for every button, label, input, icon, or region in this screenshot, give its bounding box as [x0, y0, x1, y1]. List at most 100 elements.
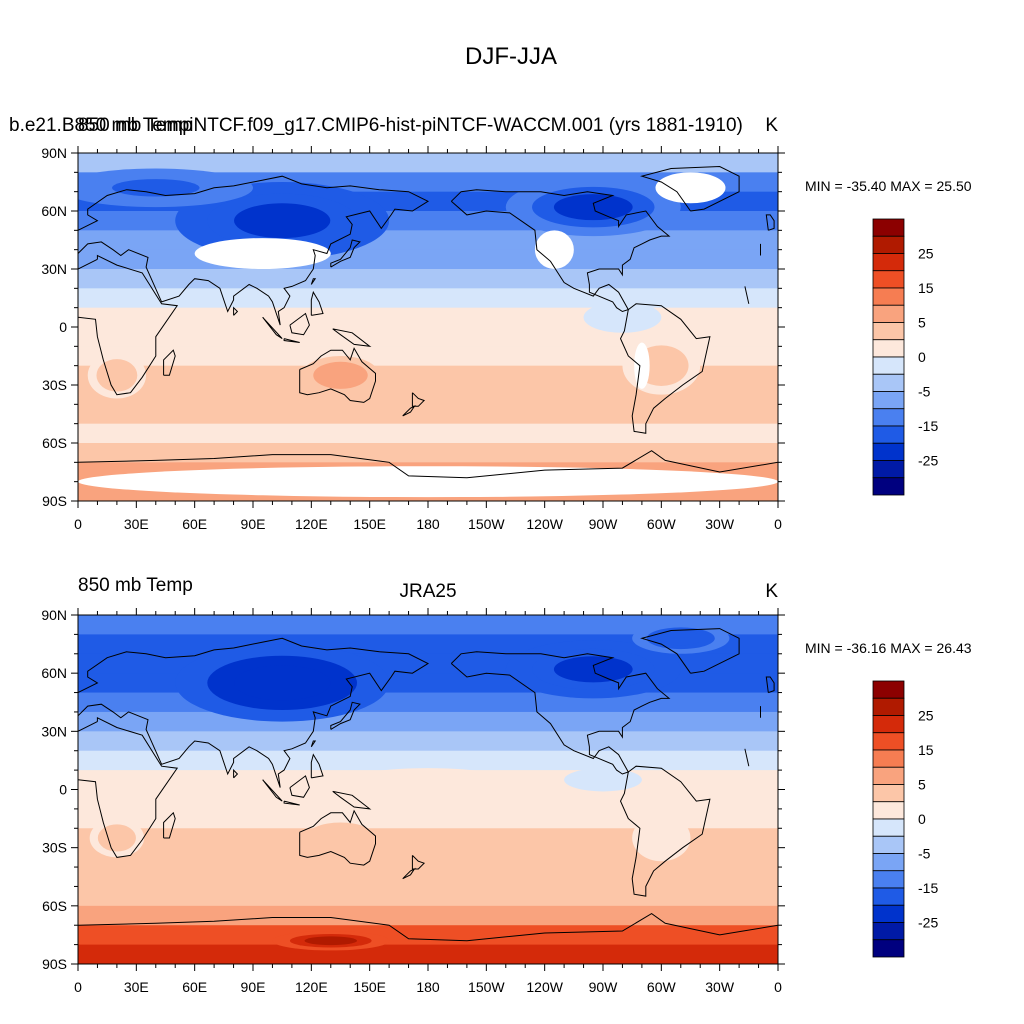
- coastline: [330, 701, 361, 730]
- coastline: [78, 450, 778, 479]
- x-tick-label: 60E: [182, 516, 207, 532]
- x-tick-label: 120E: [295, 979, 328, 995]
- x-tick-label: 150W: [468, 516, 505, 532]
- field-band: [78, 905, 778, 926]
- panel-model-left-title-overlap: 850 mb Temp: [78, 115, 193, 136]
- map-panel-1: 0 30E 60E 90E 120E 150E 180 150W 120W 90W 60W 30W 09…: [41, 607, 938, 995]
- colorbar-box: [872, 235, 905, 254]
- x-tick-label: 30E: [124, 979, 149, 995]
- field-contour: [553, 656, 633, 683]
- x-tick-label: 60W: [647, 979, 677, 995]
- colorbar-box: [872, 356, 905, 375]
- panel-model-left-title: b.e21.B850 mb TempiNTCF.f09_g17.CMIP6-hi…: [9, 115, 743, 136]
- colorbar-box: [872, 218, 905, 237]
- field-band: [78, 385, 778, 405]
- missing-data-region: [194, 238, 331, 269]
- colorbar-box: [872, 304, 905, 323]
- panel-reanalysis-right-title: K: [765, 581, 778, 602]
- coastline: [450, 651, 671, 775]
- y-tick-label: 60N: [41, 203, 67, 219]
- panel-reanalysis-left-title: 850 mb Temp: [78, 575, 193, 596]
- field-band: [78, 750, 778, 771]
- colorbar-box: [872, 287, 905, 306]
- colorbar-box: [872, 922, 905, 941]
- colorbar-box: [872, 373, 905, 392]
- coastline: [262, 779, 283, 802]
- x-tick-label: 120W: [526, 979, 563, 995]
- y-tick-label: 90S: [42, 493, 67, 509]
- field-band: [78, 925, 778, 946]
- x-tick-label: 60W: [647, 516, 677, 532]
- coastline: [283, 338, 300, 343]
- field-band: [78, 711, 778, 732]
- colorbar-box: [872, 339, 905, 358]
- panel-model-right-title: K: [765, 115, 778, 136]
- coastline: [299, 347, 376, 403]
- coastline: [411, 855, 426, 870]
- x-tick-label: 150E: [353, 979, 386, 995]
- coastline: [310, 740, 317, 748]
- figure-title: DJF-JJA: [465, 43, 557, 70]
- coastline: [450, 189, 671, 313]
- coastline: [402, 867, 416, 880]
- x-tick-label: 180: [416, 516, 440, 532]
- coastline: [330, 239, 361, 268]
- colorbar-label: -25: [918, 453, 938, 469]
- field-band: [78, 346, 778, 367]
- colorbar-box: [872, 766, 905, 785]
- colorbar-box: [872, 732, 905, 751]
- x-tick-label: 90W: [589, 979, 619, 995]
- coastlines: [78, 165, 778, 479]
- x-tick-label: 0: [774, 516, 782, 532]
- colorbar-label: 15: [918, 280, 934, 296]
- coastlines: [78, 628, 778, 942]
- coastline: [233, 306, 239, 316]
- missing-data-region: [655, 172, 726, 204]
- x-tick-label: 90E: [241, 516, 266, 532]
- x-tick-label: 120W: [526, 516, 563, 532]
- colorbar-box: [872, 835, 905, 854]
- field-contour: [643, 352, 679, 379]
- x-tick-label: 180: [416, 979, 440, 995]
- coastline: [262, 316, 283, 340]
- field-band: [78, 731, 778, 752]
- colorbar-box: [872, 801, 905, 820]
- colorbar-box: [872, 270, 905, 289]
- colorbar-box: [872, 460, 905, 479]
- coastline: [78, 175, 761, 326]
- field-band: [78, 828, 778, 849]
- field-band: [78, 789, 778, 810]
- x-tick-label: 90E: [241, 979, 266, 995]
- panel-model: 850 mb Temp b.e21.B850 mb TempiNTCF.f09_…: [9, 115, 972, 194]
- coastline: [619, 765, 711, 897]
- colorbar-box: [872, 853, 905, 872]
- field-band: [78, 327, 778, 347]
- colorbar-label: -25: [918, 915, 938, 931]
- field-contour: [604, 310, 640, 325]
- colorbar-box: [872, 784, 905, 803]
- coastline: [78, 716, 750, 858]
- field-band: [78, 404, 778, 425]
- x-tick-label: 0: [74, 516, 82, 532]
- missing-data-region: [78, 466, 778, 498]
- coastline: [619, 303, 711, 434]
- field-contour: [648, 827, 675, 849]
- field-band: [78, 249, 778, 270]
- x-tick-label: 90W: [589, 516, 619, 532]
- panel-reanalysis-center-title: JRA25: [399, 581, 456, 602]
- field-contour: [234, 665, 331, 701]
- y-tick-label: 0: [59, 319, 67, 335]
- colorbar-box: [872, 477, 905, 496]
- colorbar-label: 5: [918, 777, 926, 793]
- y-tick-label: 60N: [41, 665, 67, 681]
- y-tick-label: 90S: [42, 956, 67, 972]
- coastline: [233, 768, 239, 779]
- field-contour: [585, 774, 621, 786]
- colorbar-box: [872, 322, 905, 341]
- y-tick-label: 30N: [41, 723, 67, 739]
- field-band: [78, 288, 778, 309]
- field-band: [78, 847, 778, 868]
- y-tick-label: 60S: [42, 435, 67, 451]
- y-tick-label: 30S: [42, 377, 67, 393]
- y-tick-label: 30N: [41, 261, 67, 277]
